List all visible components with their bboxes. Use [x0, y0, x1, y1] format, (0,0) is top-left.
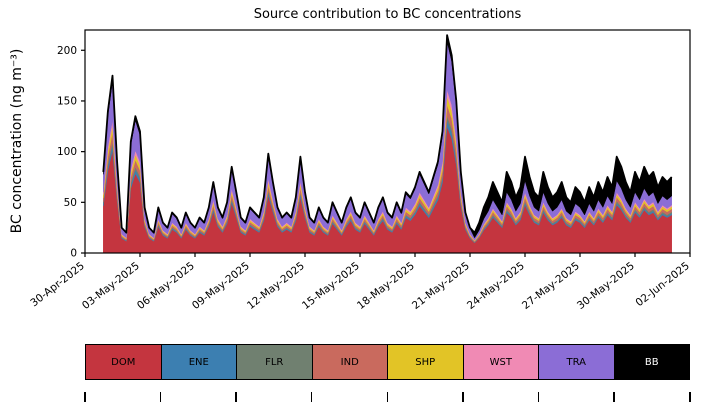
x-tick-label: 06-May-2025	[135, 260, 197, 312]
x-tick-label: 27-May-2025	[520, 260, 582, 312]
legend-tick	[235, 392, 237, 402]
legend-item-label: DOM	[111, 356, 136, 368]
x-tick-label: 02-Jun-2025	[634, 260, 692, 309]
legend-tick	[613, 392, 615, 402]
chart-title: Source contribution to BC concentrations	[253, 7, 522, 22]
x-tick-label: 09-May-2025	[190, 260, 252, 312]
total-line	[102, 34, 673, 234]
legend-item-ind: IND	[312, 345, 388, 379]
x-tick-label: 03-May-2025	[80, 260, 142, 312]
x-tick-label: 12-May-2025	[245, 260, 307, 312]
plot-frame	[84, 29, 691, 254]
legend-item-label: SHP	[415, 356, 436, 368]
legend-item-label: ENE	[188, 356, 209, 368]
legend-item-flr: FLR	[237, 345, 313, 379]
legend-tick	[462, 392, 464, 402]
legend-tick	[84, 392, 86, 402]
y-axis-label: BC concentration (ng m⁻³)	[9, 48, 25, 234]
x-tick-label: 30-May-2025	[575, 260, 637, 312]
legend-axis-ticks	[84, 392, 691, 402]
legend-item-label: IND	[340, 356, 359, 368]
area-bb	[103, 35, 672, 239]
legend-tick	[386, 392, 388, 402]
x-tick-label: 24-May-2025	[465, 260, 527, 312]
legend-item-dom: DOM	[86, 345, 162, 379]
legend-item-shp: SHP	[388, 345, 464, 379]
legend-item-bb: BB	[614, 345, 689, 379]
x-tick-label: 30-Apr-2025	[28, 260, 87, 309]
x-tick-label: 15-May-2025	[300, 260, 362, 312]
legend: DOM ENE FLR IND SHP WST TRA BB	[85, 344, 690, 380]
legend-item-label: TRA	[566, 356, 587, 368]
legend-tick	[310, 392, 313, 402]
legend-item-label: FLR	[265, 356, 284, 368]
legend-tick	[537, 392, 540, 402]
legend-item-wst: WST	[463, 345, 539, 379]
legend-item-label: BB	[644, 356, 659, 368]
x-tick-label: 21-May-2025	[410, 260, 472, 312]
area-dom	[103, 126, 672, 254]
legend-item-label: WST	[489, 356, 512, 368]
legend-item-ene: ENE	[161, 345, 237, 379]
legend-tick	[159, 392, 162, 402]
y-tick-label: 200	[57, 45, 77, 57]
x-tick-label: 18-May-2025	[355, 260, 417, 312]
legend-item-tra: TRA	[539, 345, 615, 379]
y-tick-label: 100	[57, 146, 77, 158]
y-tick-label: 50	[64, 197, 77, 209]
y-tick-label: 0	[70, 248, 77, 260]
y-tick-label: 150	[57, 95, 77, 107]
legend-tick	[689, 392, 691, 402]
